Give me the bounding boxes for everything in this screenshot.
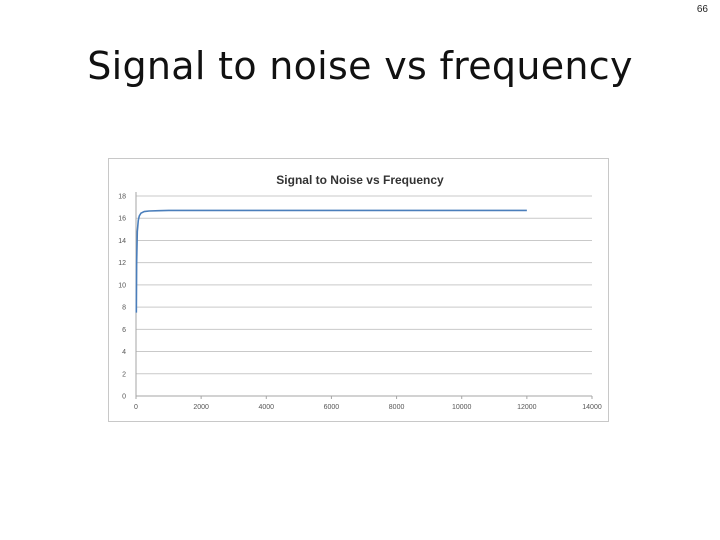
x-tick-label: 8000	[389, 404, 405, 411]
y-tick-label: 6	[122, 327, 126, 334]
y-tick-label: 2	[122, 371, 126, 378]
y-tick-label: 8	[122, 305, 126, 312]
grid-lines	[136, 195, 592, 375]
y-tick-label: 18	[118, 194, 126, 201]
x-tick-label: 4000	[258, 404, 274, 411]
series	[135, 209, 527, 313]
y-tick-label: 14	[118, 238, 126, 245]
x-tick-label: 10000	[452, 404, 472, 411]
x-tick-label: 12000	[517, 404, 537, 411]
x-tick-label: 14000	[582, 404, 602, 411]
x-tick-label: 0	[134, 404, 138, 411]
y-tick-label: 4	[122, 349, 126, 356]
x-tick-labels: 0 2000 4000 6000 8000 10000 12000 14000	[134, 404, 602, 411]
x-tick-label: 6000	[324, 404, 340, 411]
y-tick-label: 10	[118, 282, 126, 289]
y-tick-labels: 0 2 4 6 8 10 12 14 16 18	[118, 194, 126, 401]
y-tick-label: 0	[122, 394, 126, 401]
y-tick-label: 16	[118, 216, 126, 223]
chart-title: Signal to Noise vs Frequency	[276, 173, 444, 187]
slide-title: Signal to noise vs frequency	[87, 44, 633, 88]
axes	[135, 192, 593, 399]
x-tick-label: 2000	[193, 404, 209, 411]
series-line-0	[135, 209, 527, 313]
line-chart: Signal to Noise vs Frequency 0 2 4 6 8 10 12 14…	[118, 173, 602, 411]
slide-number: 66	[696, 4, 708, 15]
chart-frame: Signal to Noise vs Frequency 0 2 4 6 8 10 12 14…	[108, 158, 609, 422]
y-tick-label: 12	[118, 260, 126, 267]
